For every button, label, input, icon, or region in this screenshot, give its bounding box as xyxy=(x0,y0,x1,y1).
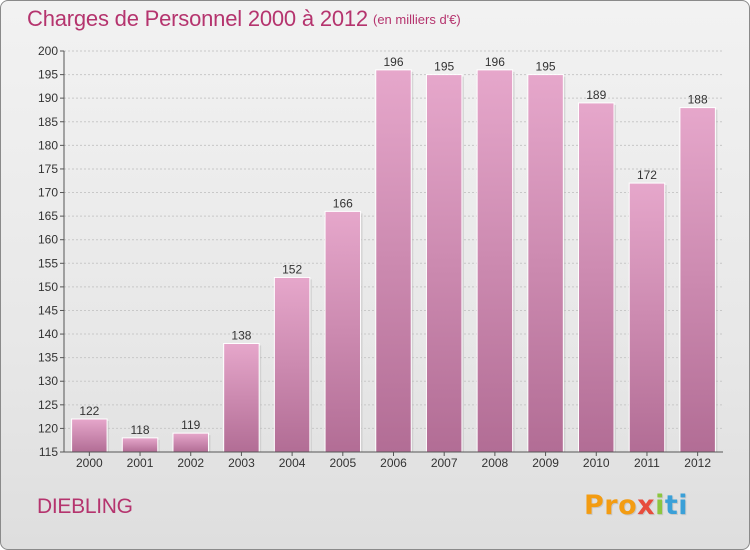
logo-part-pro: Pro xyxy=(584,490,638,521)
y-tick-label: 140 xyxy=(38,327,58,341)
y-tick-label: 150 xyxy=(38,280,58,294)
y-tick-label: 175 xyxy=(38,162,58,176)
x-tick-label: 2006 xyxy=(380,456,407,470)
y-tick-label: 165 xyxy=(38,209,58,223)
y-tick-label: 195 xyxy=(38,68,58,82)
y-tick-label: 180 xyxy=(38,138,58,152)
bar-2003 xyxy=(223,342,260,453)
bar-2009 xyxy=(527,74,564,453)
bar-2002 xyxy=(172,432,209,453)
data-label: 195 xyxy=(536,60,556,74)
bars xyxy=(71,69,718,453)
y-tick-label: 155 xyxy=(38,256,58,270)
bar-2005 xyxy=(324,210,362,453)
x-tick-label: 2004 xyxy=(279,456,306,470)
chart-subtitle: (en milliers d'€) xyxy=(373,12,461,27)
data-label: 122 xyxy=(79,404,99,418)
y-tick-label: 120 xyxy=(38,421,58,435)
data-label: 195 xyxy=(434,60,454,74)
y-tick-label: 130 xyxy=(38,374,58,388)
chart-title: Charges de Personnel 2000 à 2012 xyxy=(27,6,368,31)
bar-2011 xyxy=(628,182,666,453)
data-label: 188 xyxy=(688,93,708,107)
labels: 115 120 125 130 135 140 145 150 155 160 165 170 175 1… xyxy=(38,44,711,470)
data-label: 189 xyxy=(586,88,606,102)
data-label: 118 xyxy=(130,423,149,437)
data-label: 172 xyxy=(637,168,657,182)
logo-part-x: x xyxy=(637,490,656,521)
y-tick-label: 190 xyxy=(38,91,58,105)
x-tick-label: 2007 xyxy=(431,456,458,470)
x-tick-label: 2005 xyxy=(329,456,356,470)
proxiti-logo[interactable]: Proxiti xyxy=(584,490,688,521)
bar-2006 xyxy=(375,69,412,453)
axes xyxy=(60,50,723,456)
bar-2001 xyxy=(121,437,159,453)
data-label: 196 xyxy=(485,55,505,69)
data-label: 166 xyxy=(333,196,353,210)
y-tick-label: 115 xyxy=(39,445,58,459)
y-tick-label: 135 xyxy=(38,351,58,365)
data-label: 138 xyxy=(231,328,251,342)
data-label: 196 xyxy=(383,55,403,69)
y-tick-label: 170 xyxy=(38,186,58,200)
x-tick-label: 2009 xyxy=(532,456,559,470)
x-tick-label: 2011 xyxy=(634,456,660,470)
x-tick-label: 2002 xyxy=(177,456,204,470)
x-tick-label: 2003 xyxy=(228,456,255,470)
bar-2008 xyxy=(476,69,514,453)
data-label: 152 xyxy=(282,262,302,276)
x-tick-label: 2000 xyxy=(76,456,103,470)
y-tick-label: 125 xyxy=(38,398,58,412)
data-label: 119 xyxy=(181,418,200,432)
bar-2012 xyxy=(679,107,716,453)
x-tick-label: 2001 xyxy=(127,456,154,470)
y-tick-label: 145 xyxy=(38,303,58,317)
x-tick-label: 2012 xyxy=(684,456,711,470)
logo-part-ti: ti xyxy=(664,490,689,521)
logo-part-i: i xyxy=(655,490,665,521)
y-tick-label: 160 xyxy=(38,233,58,247)
commune-name: DIEBLING xyxy=(37,495,133,518)
y-tick-label: 185 xyxy=(38,115,58,129)
bar-2007 xyxy=(425,74,463,453)
y-tick-label: 200 xyxy=(38,44,58,58)
x-tick-label: 2008 xyxy=(482,456,509,470)
bar-2004 xyxy=(273,276,311,453)
x-tick-label: 2010 xyxy=(583,456,610,470)
bar-2010 xyxy=(578,102,615,453)
bar-2000 xyxy=(71,418,108,453)
